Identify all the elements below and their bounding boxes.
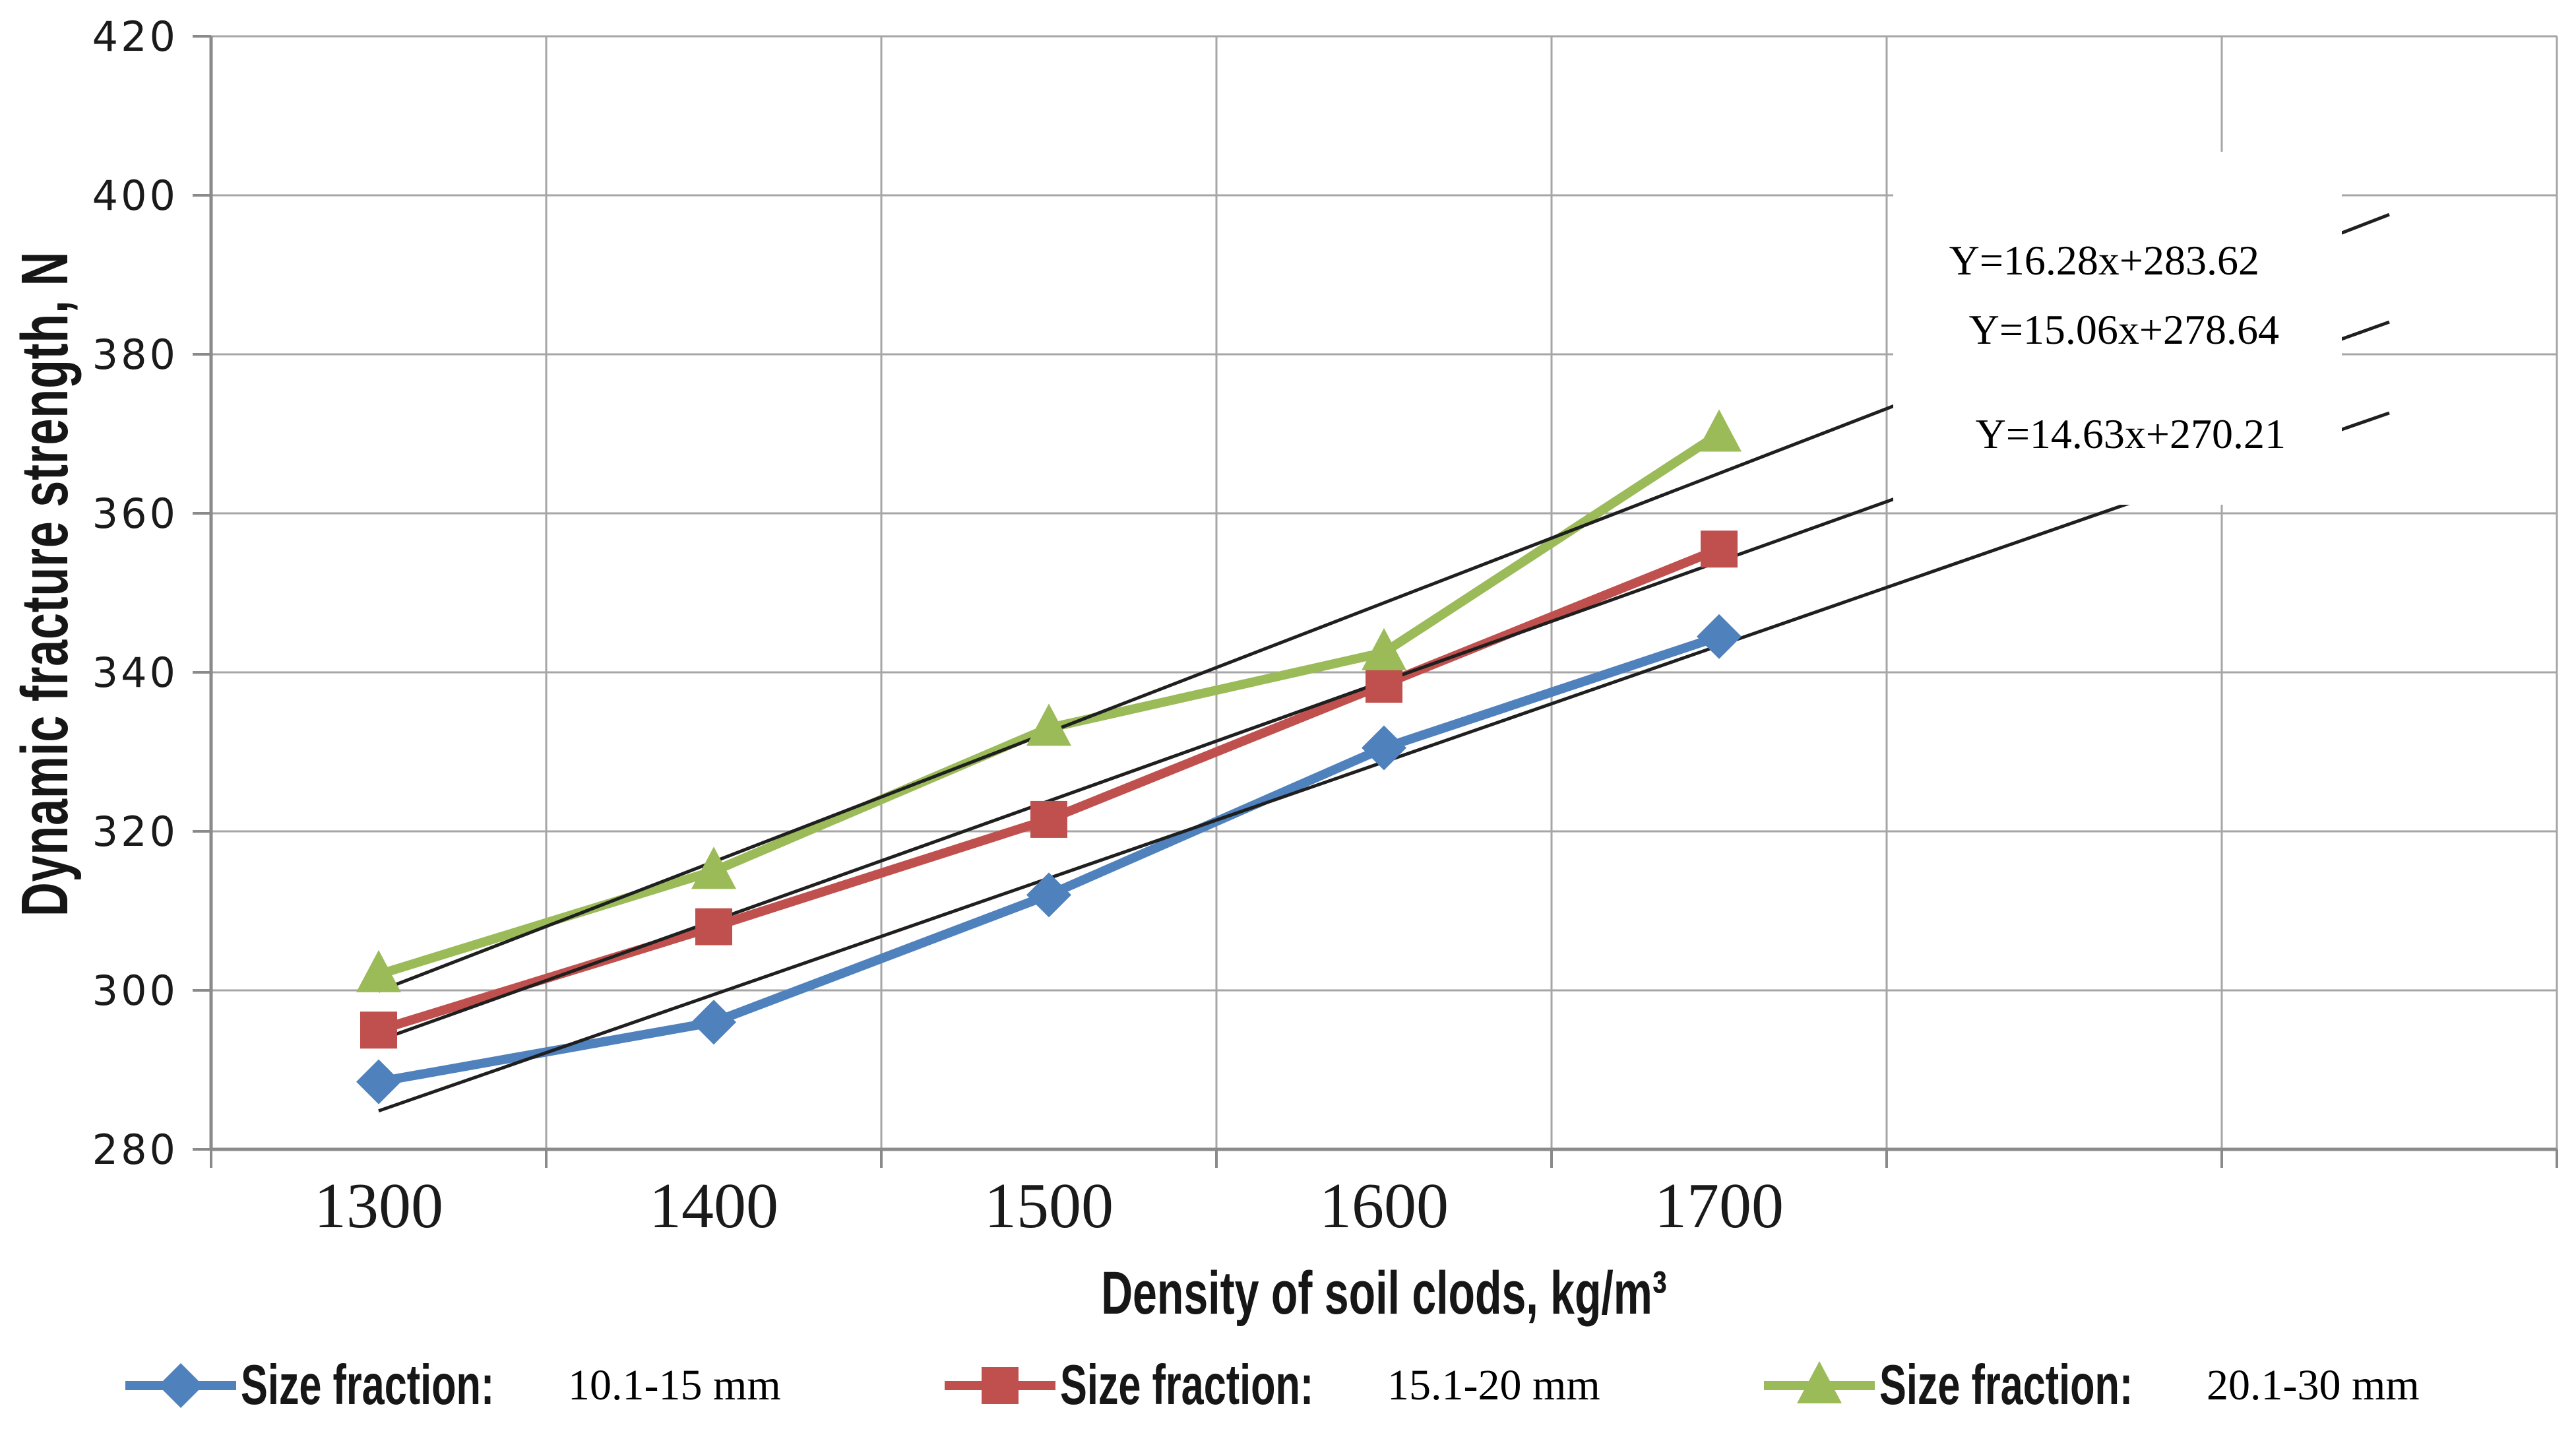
marker-diamond-1700 xyxy=(1697,614,1742,659)
y-tick-label-400: 400 xyxy=(92,172,178,220)
y-tick-label-320: 320 xyxy=(92,808,178,856)
legend-size-range: 15.1-20 mm xyxy=(1387,1361,1600,1409)
y-tick-label-280: 280 xyxy=(92,1126,178,1174)
equation-text-box xyxy=(1893,152,2342,505)
marker-square-1300 xyxy=(360,1011,397,1049)
x-tick-label-1400: 1400 xyxy=(649,1170,778,1242)
trendline-equation-red: Y=15.06x+278.64 xyxy=(1968,306,2279,353)
marker-square-1700 xyxy=(1701,530,1738,568)
legend-label: Size fraction: xyxy=(1879,1354,2133,1417)
legend-size-range: 20.1-30 mm xyxy=(2207,1361,2420,1409)
marker-diamond-1500 xyxy=(1026,872,1071,918)
legend-item-size-fraction-20-30: Size fraction: 20.1-30 mm xyxy=(1764,1345,2490,1426)
y-tick-label-360: 360 xyxy=(92,490,178,538)
legend-swatch-square xyxy=(945,1367,1055,1404)
x-axis-title: Density of soil clods, kg/m³ xyxy=(1101,1260,1667,1327)
y-tick-labels: 280 300 320 340 360 380 400 420 xyxy=(92,13,178,1174)
axes xyxy=(209,36,2557,1151)
legend-marker-square xyxy=(982,1367,1019,1404)
legend-label: Size fraction: xyxy=(1060,1354,1314,1417)
legend-swatch-diamond xyxy=(125,1363,236,1408)
y-tick-label-300: 300 xyxy=(92,967,178,1015)
series-markers xyxy=(356,409,1742,1104)
marker-triangle-1500 xyxy=(1026,703,1071,746)
marker-square-1400 xyxy=(695,908,732,945)
series-line-10.1-15 mm xyxy=(374,631,1724,1087)
x-tick-label-1700: 1700 xyxy=(1654,1170,1784,1242)
legend-swatch-triangle xyxy=(1764,1361,1875,1403)
marker-triangle-1600 xyxy=(1362,627,1406,670)
y-axis-title: Dynamic fracture strength, N xyxy=(8,251,82,917)
y-tick-label-380: 380 xyxy=(92,331,178,379)
x-tick-labels: 1300 1400 1500 1600 1700 xyxy=(314,1170,1784,1242)
y-tick-label-340: 340 xyxy=(92,649,178,697)
marker-diamond-1400 xyxy=(691,1000,736,1045)
trendline-equation-green: Y=16.28x+283.62 xyxy=(1949,237,2259,284)
marker-square-1600 xyxy=(1366,666,1402,703)
series-line-15.1-20 mm xyxy=(374,544,1724,1035)
legend-label: Size fraction: xyxy=(241,1354,495,1417)
marker-diamond-1600 xyxy=(1362,725,1406,771)
marker-triangle-1700 xyxy=(1697,409,1742,452)
legend-item-size-fraction-15-20: Size fraction: 15.1-20 mm xyxy=(945,1345,1670,1426)
x-tick-label-1600: 1600 xyxy=(1319,1170,1449,1242)
y-tick-label-420: 420 xyxy=(92,13,178,61)
tick-marks xyxy=(193,35,2558,1168)
x-tick-label-1300: 1300 xyxy=(314,1170,443,1242)
marker-diamond-1300 xyxy=(356,1059,401,1104)
marker-triangle-1400 xyxy=(691,847,736,889)
legend-marker-diamond xyxy=(158,1363,203,1408)
legend-marker-triangle xyxy=(1797,1361,1842,1403)
trendline-equation-blue: Y=14.63x+270.21 xyxy=(1975,410,2286,457)
x-tick-label-1500: 1500 xyxy=(984,1170,1114,1242)
legend-size-range: 10.1-15 mm xyxy=(568,1361,781,1409)
series-lines xyxy=(374,429,1724,1087)
marker-square-1500 xyxy=(1030,800,1067,838)
gridlines xyxy=(211,35,2558,1149)
legend-item-size-fraction-10-15: Size fraction: 10.1-15 mm xyxy=(125,1345,851,1426)
marker-triangle-1300 xyxy=(356,949,401,992)
